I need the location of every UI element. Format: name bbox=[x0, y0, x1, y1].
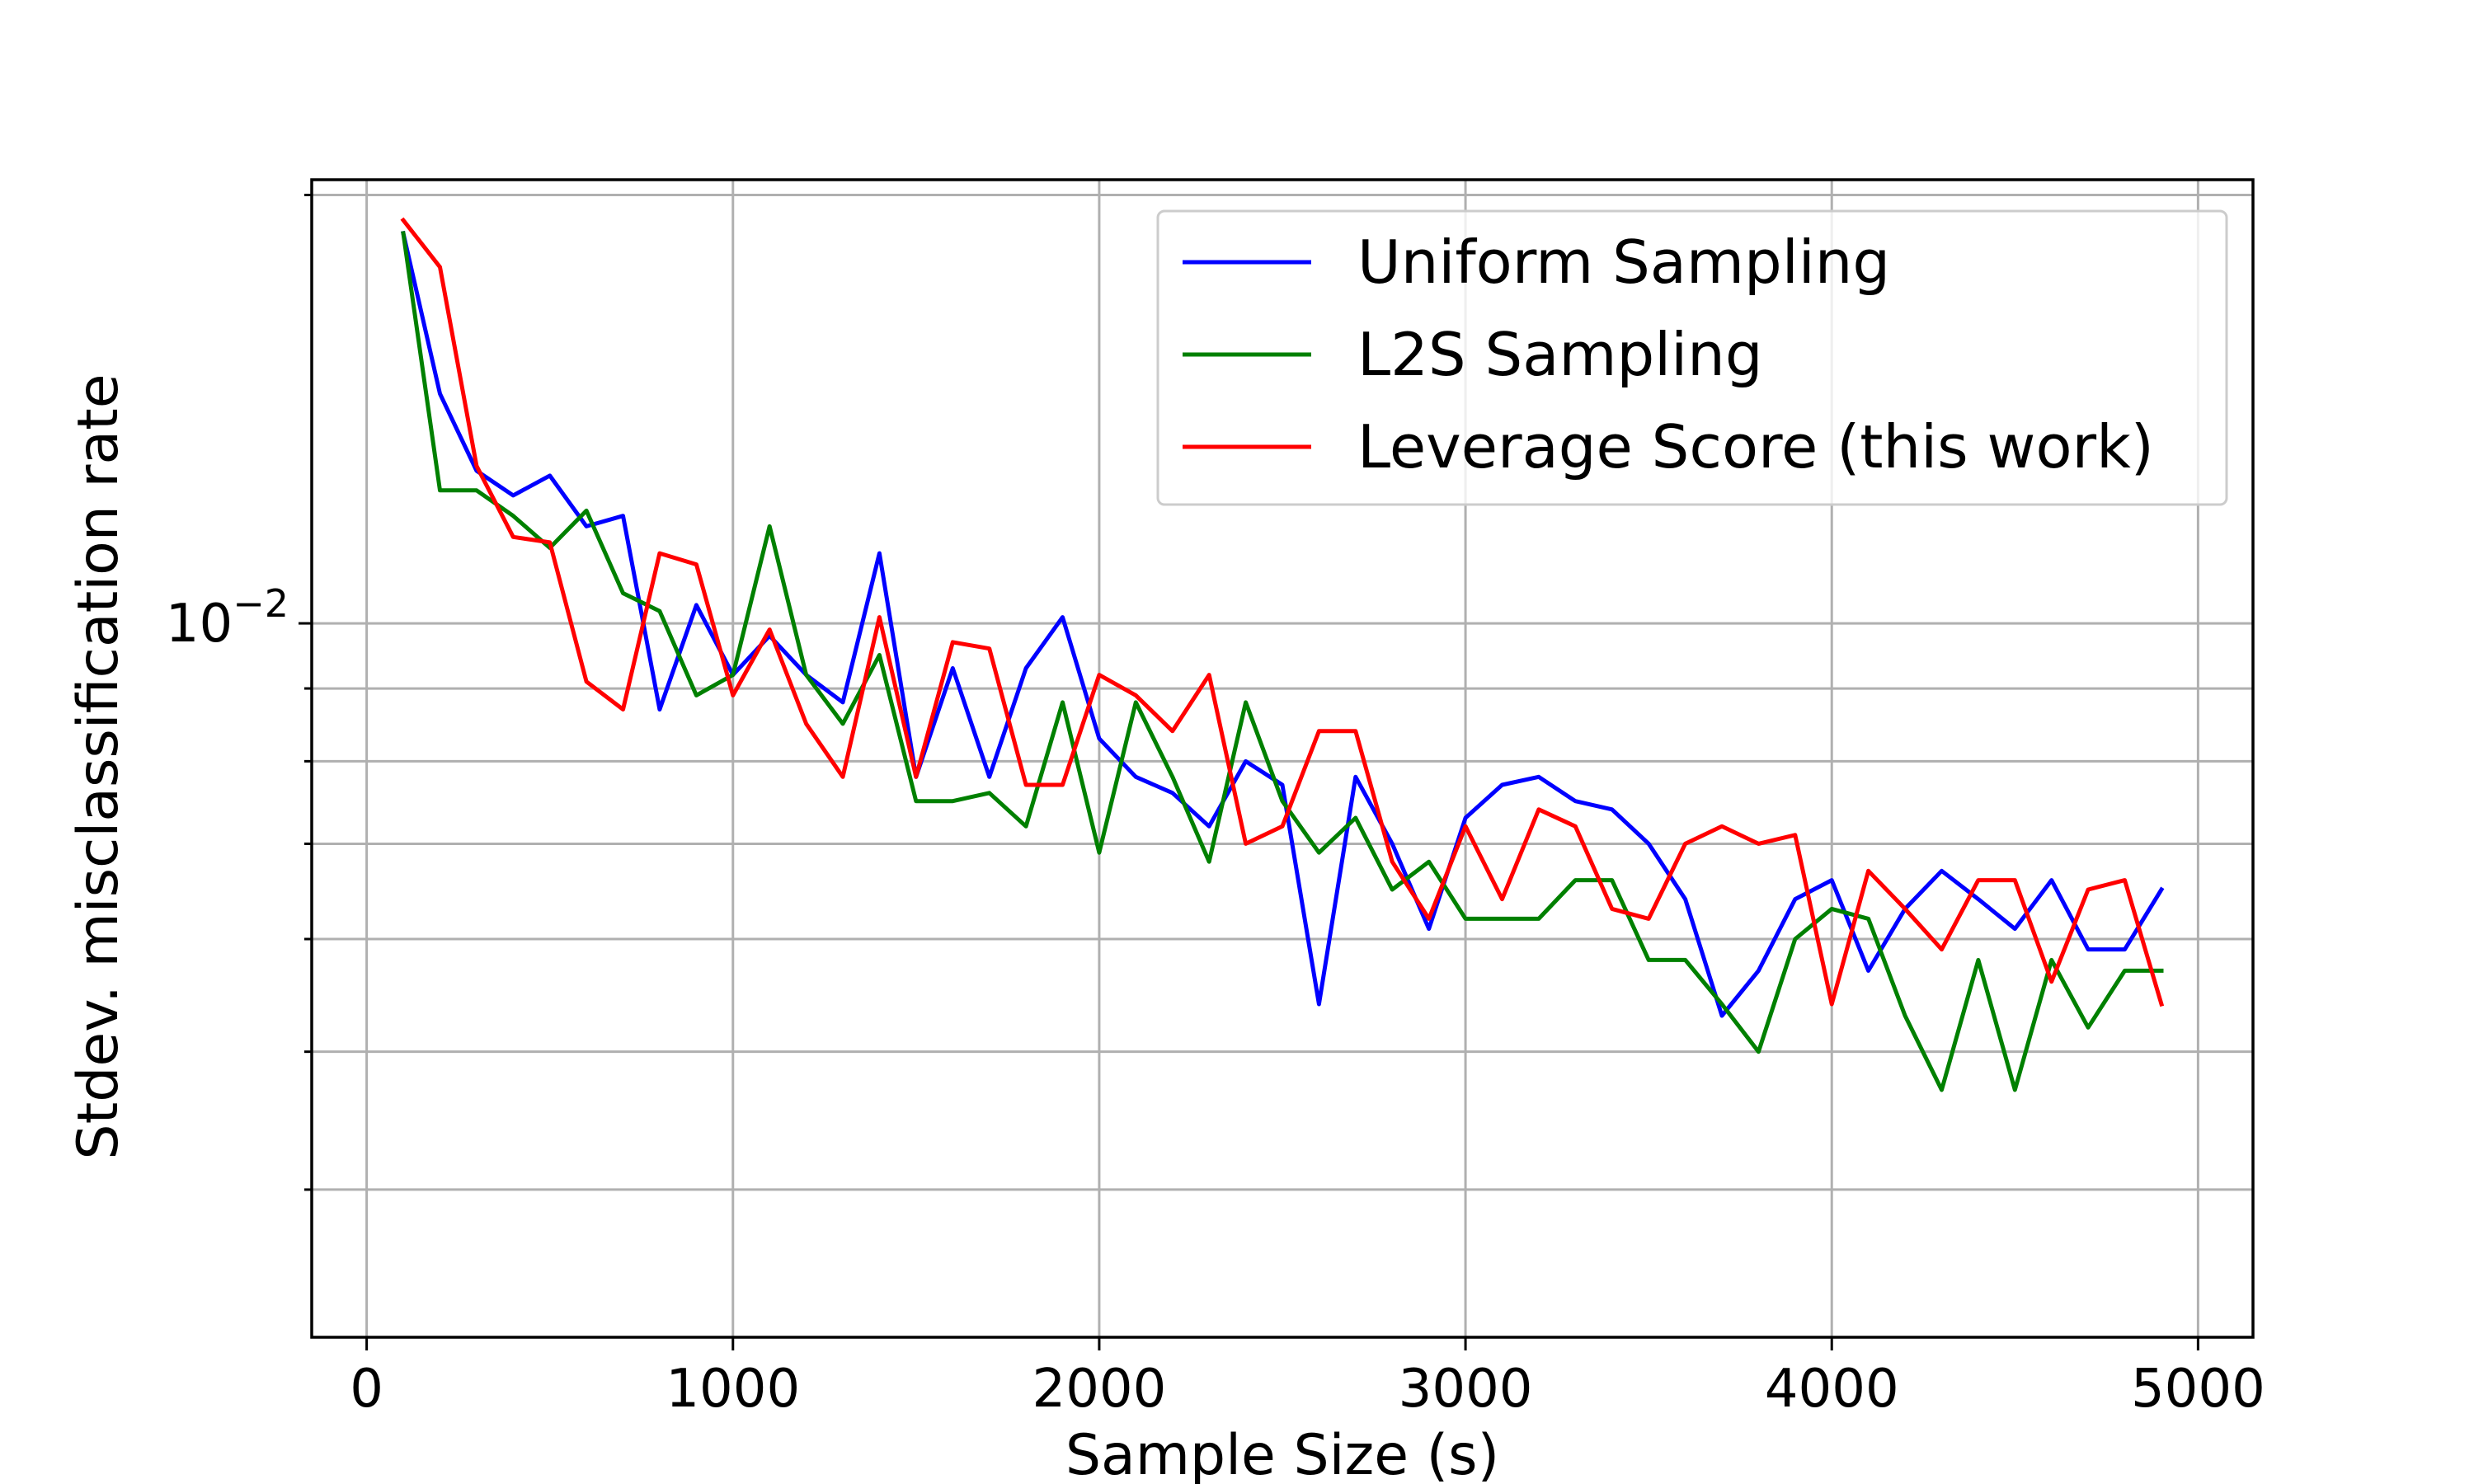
x-tick-label: 5000 bbox=[2131, 1359, 2265, 1420]
series-line-3 bbox=[400, 217, 2165, 1007]
axis-ticks: 0 1000 2000 3000 4000 5000 10−2 bbox=[166, 194, 2265, 1420]
x-tick-label: 0 bbox=[350, 1359, 383, 1420]
y-tick-label: 10−2 bbox=[166, 581, 289, 655]
legend-label-3: Leverage Score (this work) bbox=[1357, 412, 2154, 481]
legend-box bbox=[1156, 209, 2228, 506]
series-line-2 bbox=[401, 231, 2164, 1092]
series-lines bbox=[400, 217, 2165, 1092]
legend-label-2: L2S Sampling bbox=[1357, 320, 1763, 389]
grid-lines bbox=[312, 180, 2253, 1337]
x-axis-label: Sample Size (s) bbox=[1065, 1423, 1499, 1484]
series-line-1 bbox=[401, 230, 2165, 1018]
legend: Uniform Sampling L2S Sampling Leverage Sco… bbox=[1156, 209, 2228, 506]
x-tick-label: 1000 bbox=[666, 1359, 800, 1420]
x-tick-label: 3000 bbox=[1399, 1359, 1533, 1420]
x-tick-label: 4000 bbox=[1765, 1359, 1899, 1420]
x-tick-label: 2000 bbox=[1032, 1359, 1166, 1420]
legend-label-1: Uniform Sampling bbox=[1357, 228, 1890, 297]
y-axis-label: Stdev. misclassification rate bbox=[66, 373, 131, 1159]
plot-frame bbox=[310, 178, 2255, 1339]
